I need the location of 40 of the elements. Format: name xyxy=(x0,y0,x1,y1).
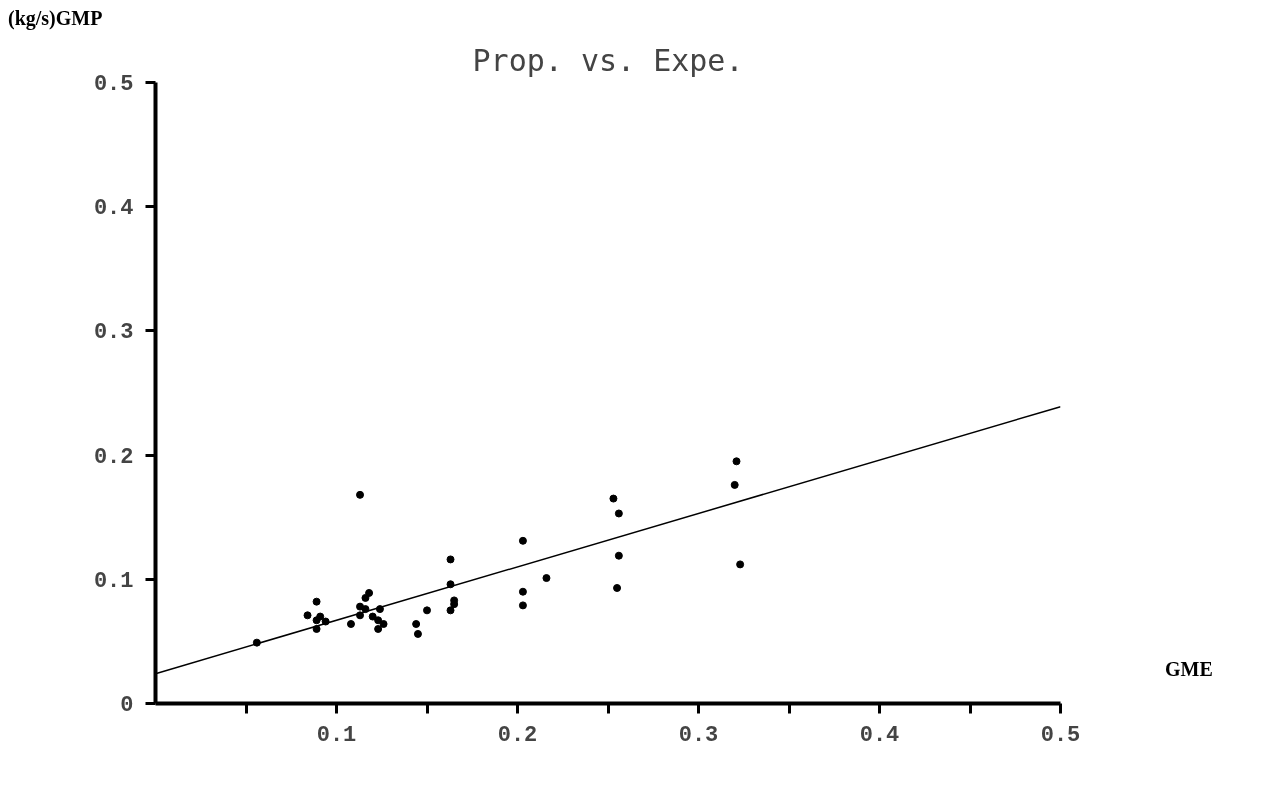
x-tick-label: 0.5 xyxy=(1040,722,1081,748)
point xyxy=(412,620,421,629)
x-tick-label: 0.3 xyxy=(678,722,719,748)
y-tick-label: 0.4 xyxy=(93,196,134,222)
point xyxy=(312,597,321,606)
point xyxy=(518,587,527,596)
point xyxy=(303,611,312,620)
point xyxy=(346,620,355,629)
point xyxy=(542,574,551,583)
point xyxy=(736,560,745,569)
y-tick-label: 0.1 xyxy=(93,568,134,594)
point xyxy=(356,490,365,499)
point xyxy=(732,457,741,466)
point xyxy=(316,612,325,621)
point xyxy=(730,480,739,489)
y-axis-title: (kg/s)GMP xyxy=(8,6,103,32)
y-tick-label: 0.3 xyxy=(93,320,134,346)
point xyxy=(609,494,618,503)
point xyxy=(423,606,431,615)
x-tick-label: 0.1 xyxy=(316,722,357,748)
point xyxy=(361,605,370,614)
point xyxy=(518,601,527,610)
x-tick-label: 0.4 xyxy=(859,722,900,748)
point xyxy=(365,588,374,597)
point xyxy=(614,551,623,560)
point xyxy=(518,536,527,545)
chart-title: Prop. vs. Expe. xyxy=(472,42,744,78)
point xyxy=(446,606,455,615)
point xyxy=(614,509,623,518)
point xyxy=(379,620,388,629)
x-axis-title: GME xyxy=(1165,657,1213,682)
y-tick-label: 0.2 xyxy=(93,444,134,470)
point xyxy=(374,624,383,633)
y-tick-label: 0 xyxy=(120,693,134,718)
point xyxy=(446,555,455,564)
y-tick-label: 0.5 xyxy=(93,72,134,97)
x-tick-label: 0.2 xyxy=(497,722,538,748)
point xyxy=(368,612,377,621)
point xyxy=(613,584,622,592)
point xyxy=(413,629,422,638)
